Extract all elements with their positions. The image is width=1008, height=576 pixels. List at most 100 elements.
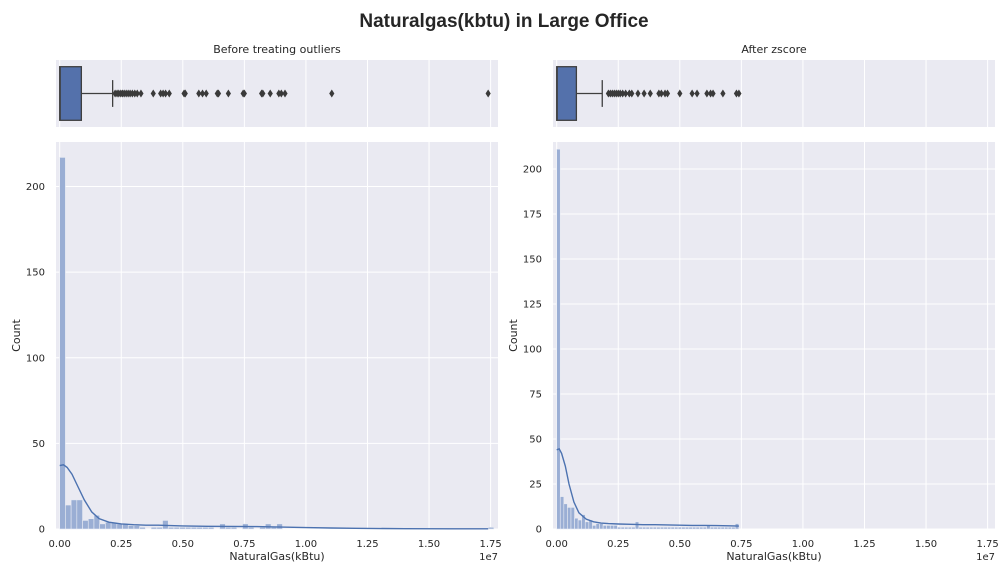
outlier-point	[629, 89, 635, 98]
histogram-bar	[627, 526, 632, 530]
histogram-bar	[717, 526, 722, 530]
histogram-bar	[677, 526, 682, 530]
x-tick-label: 0.25	[607, 539, 629, 550]
x-offset-label: 1e7	[479, 552, 498, 563]
histogram-bar	[574, 517, 579, 530]
histogram-bar	[196, 526, 203, 530]
y-tick-label: 150	[523, 255, 542, 266]
x-tick-label: 1.75	[479, 539, 501, 550]
iqr-box	[59, 66, 83, 121]
histogram-bar	[592, 525, 597, 530]
histogram-bar	[727, 526, 732, 530]
y-tick-label: 100	[523, 345, 542, 356]
outlier-point	[720, 89, 726, 98]
x-tick-label: 0.75	[233, 539, 255, 550]
histogram-bar	[116, 523, 123, 530]
histogram-bar	[709, 526, 715, 530]
histogram-bar	[225, 526, 232, 530]
iqr-box	[556, 66, 578, 121]
histogram-bar	[190, 526, 198, 530]
outlier-point	[260, 89, 266, 98]
histogram-bar	[563, 503, 568, 530]
x-tick-label: 0.75	[730, 539, 752, 550]
outlier-point	[182, 89, 188, 98]
outlier-point	[620, 89, 626, 98]
x-tick-label: 1.25	[853, 539, 875, 550]
subplot-title: After zscore	[741, 43, 806, 56]
histogram-bar	[487, 526, 495, 530]
outlier-point	[225, 89, 231, 98]
histogram-bar	[731, 526, 736, 530]
outlier-point	[664, 89, 671, 98]
y-tick-label: 75	[529, 390, 542, 401]
histogram-bar	[656, 526, 661, 530]
histogram-bar	[65, 504, 72, 530]
histogram-bar	[702, 526, 707, 530]
histogram-bar	[247, 526, 255, 530]
plot-background	[553, 142, 995, 529]
outlier-point	[677, 89, 683, 98]
subplot-title: Before treating outliers	[213, 43, 341, 56]
outlier-point	[150, 89, 156, 98]
hist-panel-after: 0 25 50 75 100 125 150 175 200 0.00 0.25 0.50 0.75 1.…	[507, 142, 999, 563]
histogram-bar	[695, 526, 700, 530]
histogram-bar	[652, 526, 657, 530]
histogram-bar	[139, 526, 146, 530]
outlier-point	[282, 89, 288, 98]
histogram-bar	[185, 526, 192, 530]
kde-curve	[59, 464, 489, 530]
histogram-bar	[599, 523, 604, 530]
histogram-bar	[230, 526, 238, 530]
plot-background	[56, 142, 498, 529]
y-tick-label: 150	[26, 268, 45, 279]
y-tick-label: 200	[26, 182, 45, 193]
histogram-bar	[663, 526, 668, 530]
histogram-bar	[688, 526, 693, 530]
outlier-point	[138, 89, 144, 98]
histogram-bar	[681, 526, 686, 530]
figure-title: Naturalgas(kbtu) in Large Office	[359, 11, 648, 32]
outlier-point	[162, 89, 169, 98]
x-axis-label: NaturalGas(kBtu)	[229, 550, 324, 563]
y-axis-label: Count	[507, 318, 520, 351]
histogram-bar	[613, 525, 618, 530]
histogram-bar	[645, 526, 650, 530]
x-tick-label: 1.25	[356, 539, 378, 550]
outlier-point	[278, 89, 284, 98]
outlier-point	[647, 89, 653, 98]
histogram-bar	[259, 526, 266, 530]
histogram-bar	[82, 520, 89, 530]
histogram-bar	[167, 526, 175, 530]
histogram-bar	[720, 526, 725, 530]
y-tick-label: 200	[523, 165, 542, 176]
outlier-point	[710, 89, 716, 98]
histogram-bar	[59, 157, 66, 530]
histogram-bar	[173, 526, 180, 530]
x-tick-label: 0.00	[546, 539, 568, 550]
outlier-point	[689, 89, 695, 98]
histogram-bar	[595, 523, 600, 530]
histogram-bar	[609, 525, 615, 530]
histogram-bar	[584, 521, 590, 530]
histogram-bar	[674, 526, 679, 530]
histogram-bar	[624, 526, 629, 530]
histogram-bar	[620, 526, 625, 530]
y-axis-label: Count	[10, 318, 23, 351]
histogram-bar	[642, 526, 647, 530]
outlier-point	[241, 89, 247, 98]
histogram-bar	[202, 526, 209, 530]
histogram-bar	[667, 526, 672, 530]
histogram-bar	[670, 526, 675, 530]
outlier-point	[196, 89, 202, 98]
outlier-point	[485, 89, 491, 98]
x-tick-label: 0.00	[49, 539, 71, 550]
y-tick-label: 175	[523, 210, 542, 221]
histogram-bar	[567, 507, 572, 530]
histogram-bar	[659, 526, 665, 530]
y-tick-label: 100	[26, 353, 45, 364]
outlier-point	[635, 89, 641, 98]
box-panel-after: After zscore	[553, 43, 995, 127]
outlier-point	[166, 89, 172, 98]
histogram-bar	[133, 525, 140, 530]
